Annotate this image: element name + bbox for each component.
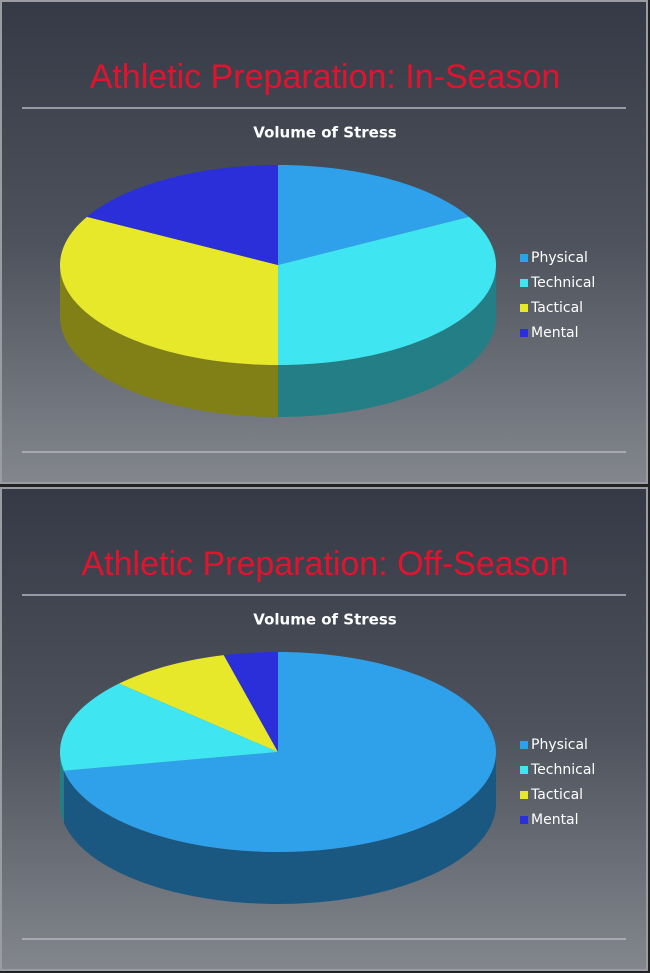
legend-label: Physical: [531, 737, 588, 753]
slide-heading: Athletic Preparation: In-Season: [90, 58, 561, 96]
legend-label: Tactical: [530, 300, 583, 316]
pie-slice: [63, 652, 496, 852]
legend-swatch: [520, 304, 528, 312]
slide-heading: Athletic Preparation: Off-Season: [82, 545, 569, 583]
legend-label: Mental: [531, 325, 579, 341]
legend-label: Mental: [531, 812, 579, 828]
legend-swatch: [520, 741, 528, 749]
legend-label: Technical: [530, 275, 595, 291]
pie-side: [60, 752, 64, 823]
pie-slice: [223, 652, 278, 752]
legend-swatch: [520, 329, 528, 337]
pie-slice: [278, 165, 470, 265]
pie-slice: [86, 165, 278, 265]
pie-slice: [119, 655, 278, 752]
legend-swatch: [520, 816, 528, 824]
pie-side: [278, 265, 496, 417]
legend-label: Physical: [531, 250, 588, 266]
legend-label: Technical: [530, 762, 595, 778]
legend-swatch: [520, 254, 528, 262]
pie-slice: [60, 216, 279, 365]
pie-slice: [278, 216, 496, 365]
pie-slice: [60, 683, 279, 771]
slide: Athletic Preparation: In-Season Volume of…: [0, 0, 648, 484]
pie-side: [63, 752, 496, 904]
pie-side: [60, 265, 278, 417]
chart-title: Volume of Stress: [253, 124, 396, 142]
legend-swatch: [520, 279, 528, 287]
legend-label: Tactical: [530, 787, 583, 803]
legend-swatch: [520, 791, 528, 799]
slide: Athletic Preparation: Off-Season Volume o…: [0, 487, 648, 971]
chart-title: Volume of Stress: [253, 611, 396, 629]
legend-swatch: [520, 766, 528, 774]
